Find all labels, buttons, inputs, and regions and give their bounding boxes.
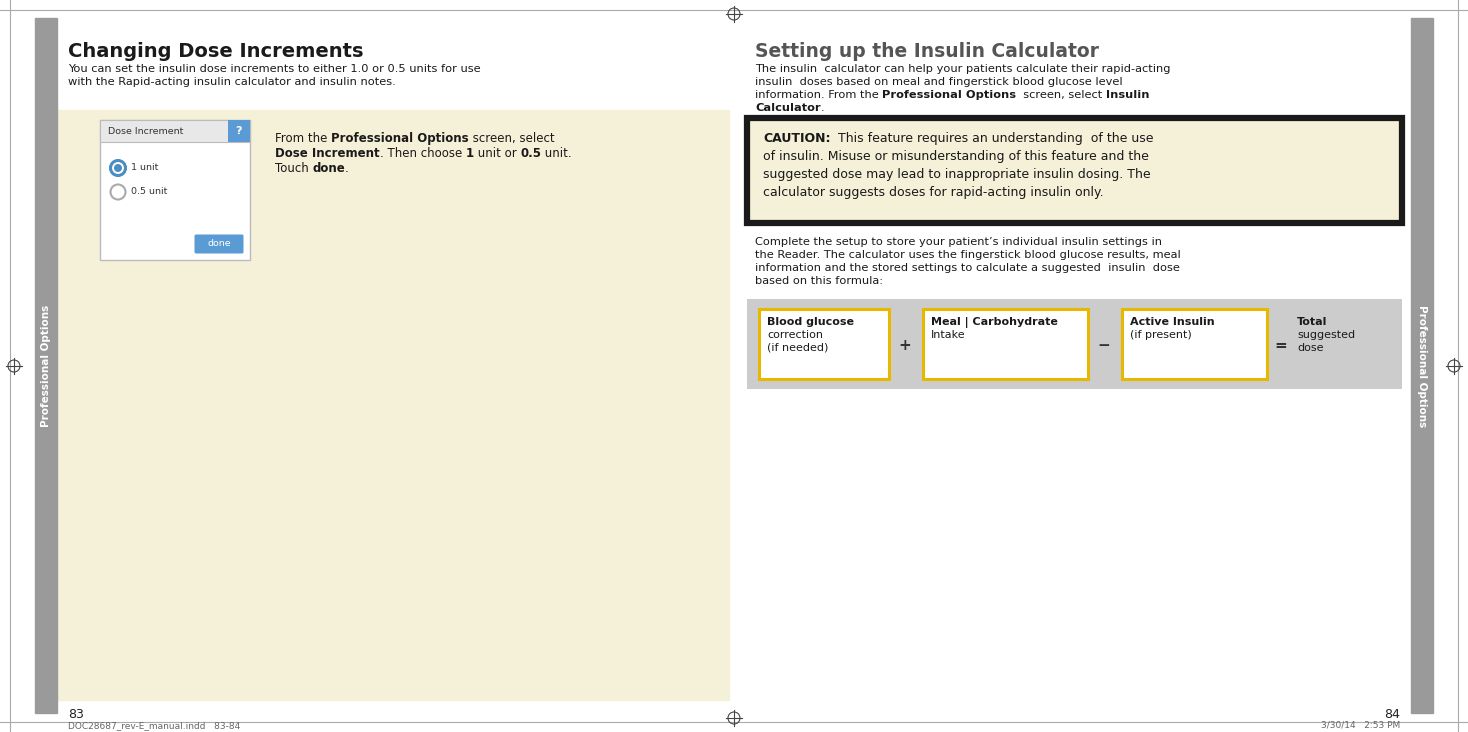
Text: done: done [207, 239, 230, 248]
Text: (if needed): (if needed) [766, 343, 828, 353]
Bar [759, 309, 890, 379]
Text: information. From the: information. From the [755, 90, 882, 100]
Text: Active Insulin: Active Insulin [1130, 317, 1214, 327]
Text: ?: ? [236, 126, 242, 136]
Bar [57, 110, 730, 700]
Text: 1: 1 [465, 147, 474, 160]
Text: correction: correction [766, 330, 824, 340]
Bar [228, 120, 250, 142]
Text: You can set the insulin dose increments to either 1.0 or 0.5 units for use: You can set the insulin dose increments … [68, 64, 480, 74]
Text: based on this formula:: based on this formula: [755, 276, 884, 286]
Text: insulin  doses based on meal and fingerstick blood glucose level: insulin doses based on meal and fingerst… [755, 77, 1123, 87]
Text: 3/30/14   2:53 PM: 3/30/14 2:53 PM [1321, 721, 1400, 730]
FancyBboxPatch shape [194, 234, 244, 253]
Text: Professional Options: Professional Options [332, 132, 468, 145]
Text: unit.: unit. [542, 147, 573, 160]
Text: unit or: unit or [474, 147, 520, 160]
Text: DOC28687_rev-E_manual.indd   83-84: DOC28687_rev-E_manual.indd 83-84 [68, 721, 241, 730]
Text: Professional Options: Professional Options [882, 90, 1016, 100]
Text: 0.5 unit: 0.5 unit [131, 187, 167, 196]
Text: CAUTION:: CAUTION: [763, 132, 831, 145]
Text: Total: Total [1298, 317, 1327, 327]
Text: .: . [821, 103, 824, 113]
Text: Meal | Carbohydrate: Meal | Carbohydrate [931, 317, 1058, 328]
Circle shape [110, 184, 125, 200]
Bar [100, 120, 250, 260]
Bar [923, 309, 1088, 379]
Text: done: done [313, 162, 345, 175]
Bar [100, 120, 250, 142]
Text: Intake: Intake [931, 330, 966, 340]
Bar [747, 118, 1402, 223]
Text: information and the stored settings to calculate a suggested  insulin  dose: information and the stored settings to c… [755, 263, 1180, 273]
Bar [35, 18, 57, 713]
Text: of insulin. Misuse or misunderstanding of this feature and the: of insulin. Misuse or misunderstanding o… [763, 150, 1149, 163]
Text: +: + [898, 338, 912, 354]
Text: Changing Dose Increments: Changing Dose Increments [68, 42, 364, 61]
Bar [1411, 18, 1433, 713]
Text: From the: From the [275, 132, 332, 145]
Text: screen, select: screen, select [1016, 90, 1107, 100]
Text: −: − [1098, 338, 1110, 354]
Text: Dose Increment: Dose Increment [275, 147, 380, 160]
Text: This feature requires an understanding  of the use: This feature requires an understanding o… [831, 132, 1154, 145]
Text: 1 unit: 1 unit [131, 163, 159, 173]
Text: =: = [1274, 338, 1287, 354]
Text: .: . [345, 162, 349, 175]
Text: 84: 84 [1384, 708, 1400, 721]
Text: suggested: suggested [1298, 330, 1355, 340]
Text: Touch: Touch [275, 162, 313, 175]
Text: (if present): (if present) [1130, 330, 1192, 340]
Text: Insulin: Insulin [1107, 90, 1149, 100]
Text: calculator suggests doses for rapid-acting insulin only.: calculator suggests doses for rapid-acti… [763, 186, 1104, 199]
Text: 83: 83 [68, 708, 84, 721]
Text: Calculator: Calculator [755, 103, 821, 113]
Text: Professional Options: Professional Options [1417, 305, 1427, 427]
Text: . Then choose: . Then choose [380, 147, 465, 160]
Text: Setting up the Insulin Calculator: Setting up the Insulin Calculator [755, 42, 1100, 61]
Bar [1122, 309, 1267, 379]
Text: the Reader. The calculator uses the fingerstick blood glucose results, meal: the Reader. The calculator uses the fing… [755, 250, 1180, 260]
Text: Professional Options: Professional Options [41, 305, 51, 427]
Text: Complete the setup to store your patient’s individual insulin settings in: Complete the setup to store your patient… [755, 237, 1163, 247]
Text: dose: dose [1298, 343, 1324, 353]
Circle shape [115, 164, 122, 172]
Text: screen, select: screen, select [468, 132, 555, 145]
Circle shape [110, 160, 125, 176]
Text: 0.5: 0.5 [520, 147, 542, 160]
Text: Dose Increment: Dose Increment [109, 127, 184, 135]
Text: The insulin  calculator can help your patients calculate their rapid-acting: The insulin calculator can help your pat… [755, 64, 1170, 74]
Bar [747, 299, 1402, 389]
Text: with the Rapid-acting insulin calculator and insulin notes.: with the Rapid-acting insulin calculator… [68, 77, 396, 87]
Text: suggested dose may lead to inappropriate insulin dosing. The: suggested dose may lead to inappropriate… [763, 168, 1151, 181]
Text: Blood glucose: Blood glucose [766, 317, 854, 327]
